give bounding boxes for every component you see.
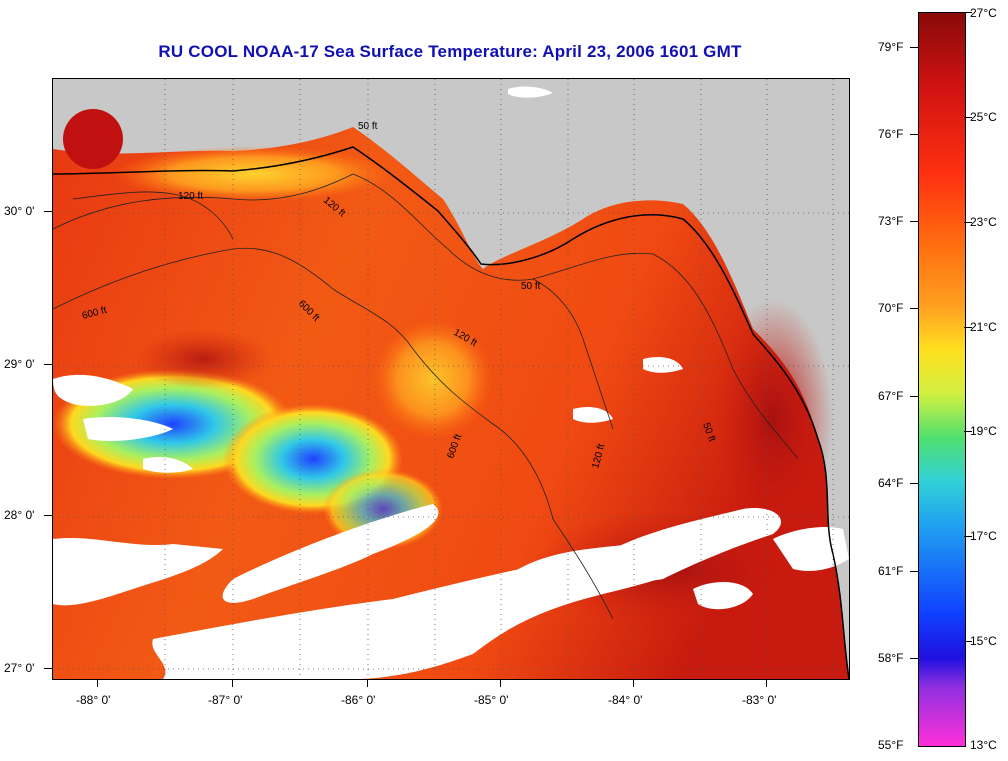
cb-tick xyxy=(910,396,918,397)
cb-f-70: 70°F xyxy=(878,301,904,315)
warm-region-east xyxy=(713,299,833,539)
warm-bay xyxy=(63,109,123,169)
cb-c-15: 15°C xyxy=(970,634,997,648)
cb-f-64: 64°F xyxy=(878,476,904,490)
cb-f-58: 58°F xyxy=(878,651,904,665)
map-tick xyxy=(44,364,52,365)
cb-f-76: 76°F xyxy=(878,127,904,141)
cb-c-17: 17°C xyxy=(970,529,997,543)
lon-label-84: -84° 0' xyxy=(608,693,643,707)
map-tick xyxy=(766,679,767,687)
lon-label-87: -87° 0' xyxy=(208,693,243,707)
cb-tick xyxy=(910,134,918,135)
contour-label-50ft-a: 50 ft xyxy=(358,121,378,132)
warm-region-west xyxy=(133,329,273,389)
map-tick xyxy=(44,211,52,212)
lat-label-29: 29° 0' xyxy=(4,357,35,371)
lat-label-30: 30° 0' xyxy=(4,204,35,218)
map-tick xyxy=(44,668,52,669)
cb-tick xyxy=(964,536,972,537)
contour-label-50ft-b: 50 ft xyxy=(521,281,541,292)
warm-coastal-band xyxy=(113,146,393,202)
map-tick xyxy=(97,679,98,687)
map-title: RU COOL NOAA-17 Sea Surface Temperature:… xyxy=(158,42,742,61)
contour-label-120ft-a: 120 ft xyxy=(178,191,203,202)
lon-label-86: -86° 0' xyxy=(341,693,376,707)
temperature-colorbar xyxy=(918,12,966,747)
map-tick xyxy=(44,515,52,516)
cb-c-13: 13°C xyxy=(970,738,997,752)
map-tick xyxy=(500,679,501,687)
cb-tick xyxy=(910,221,918,222)
cb-f-67: 67°F xyxy=(878,389,904,403)
cb-c-27: 27°C xyxy=(970,6,997,20)
cb-f-61: 61°F xyxy=(878,564,904,578)
map-tick xyxy=(633,679,634,687)
cb-c-21: 21°C xyxy=(970,320,997,334)
cb-f-73: 73°F xyxy=(878,214,904,228)
cb-tick xyxy=(964,12,972,13)
yellow-patch xyxy=(373,319,493,439)
cb-f-55: 55°F xyxy=(878,738,904,752)
map-tick xyxy=(367,679,368,687)
cb-tick xyxy=(964,117,972,118)
graticule xyxy=(53,79,849,679)
cb-tick xyxy=(964,327,972,328)
cb-tick xyxy=(910,308,918,309)
cb-tick xyxy=(964,431,972,432)
lon-label-88: -88° 0' xyxy=(76,693,111,707)
sst-map-canvas: 120 ft 50 ft 600 ft 120 ft 50 ft 120 ft … xyxy=(53,79,849,679)
cb-tick xyxy=(964,222,972,223)
lat-label-28: 28° 0' xyxy=(4,508,35,522)
cb-tick xyxy=(910,658,918,659)
cb-tick xyxy=(910,483,918,484)
cb-c-25: 25°C xyxy=(970,110,997,124)
cloud-mask xyxy=(53,86,849,679)
cb-f-79: 79°F xyxy=(878,40,904,54)
map-tick xyxy=(232,679,233,687)
cb-c-23: 23°C xyxy=(970,215,997,229)
cb-tick xyxy=(910,571,918,572)
lon-label-85: -85° 0' xyxy=(474,693,509,707)
cb-c-19: 19°C xyxy=(970,424,997,438)
sst-map[interactable]: 120 ft 50 ft 600 ft 120 ft 50 ft 120 ft … xyxy=(52,78,850,680)
coastline xyxy=(53,146,849,679)
lon-label-83: -83° 0' xyxy=(742,693,777,707)
cb-tick xyxy=(964,641,972,642)
cb-tick xyxy=(910,47,918,48)
lat-label-27: 27° 0' xyxy=(4,661,35,675)
